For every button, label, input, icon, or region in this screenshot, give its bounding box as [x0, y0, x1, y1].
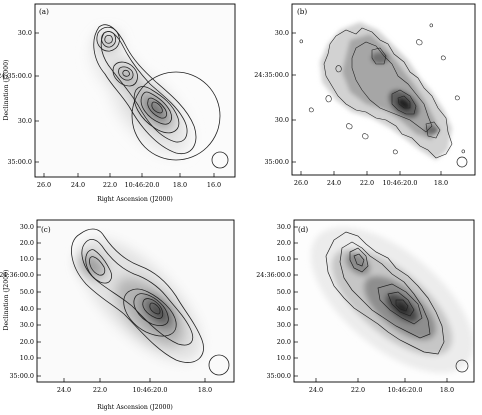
- panel-b-x-tick-label: 24.0: [327, 179, 341, 187]
- panel-d: (d) 24.0 22.0 10:46:20.0 18.0 30.0 20.0 10.0 2…: [256, 219, 475, 394]
- panel-d-y-tick-label: 30.0: [277, 223, 291, 231]
- panel-c: (c) 24.0 22.0 10:46:20.0 18.0 30.0 20.0 10.0 2…: [0, 219, 235, 411]
- panel-d-y-tick-label: 20.0: [277, 338, 291, 346]
- panel-c-y-tick-label: 20.0: [20, 239, 34, 247]
- panel-a-label: (a): [39, 7, 49, 16]
- panel-c-x-tick-label: 24.0: [57, 386, 71, 394]
- panel-a-y-axis-label: Declination (J2000): [3, 60, 10, 121]
- panel-d-x-tick-label: 18.0: [440, 386, 454, 394]
- panel-d-y-tick-label: 10.0: [277, 255, 291, 263]
- panel-c-y-tick-label: 30.0: [20, 321, 34, 329]
- panel-a-y-tick-label: 30.0: [18, 117, 32, 125]
- panel-c-y-tick-label: 10.0: [20, 354, 34, 362]
- panel-d-y-tick-label: 24:36:00.0: [256, 271, 291, 279]
- panel-b-image: [292, 4, 475, 175]
- panel-d-beam-circle: [455, 359, 469, 373]
- panel-b-label: (b): [297, 7, 307, 16]
- panel-a-frame: [34, 3, 236, 178]
- panel-b-y-tick-label: 35:00.0: [264, 158, 289, 166]
- panel-c-y-tick-label: 30.0: [20, 223, 34, 231]
- panel-c-y-tick-label: 50.0: [20, 288, 34, 296]
- panel-b-frame: [291, 3, 476, 176]
- panel-c-label: (c): [41, 225, 51, 234]
- panel-b: (b) 26.0 24.0 22.0 10:46:20.0 18.0 30.0 24:35…: [254, 3, 476, 187]
- panel-a-x-axis-label: Right Ascension (J2000): [97, 196, 173, 203]
- panel-c-x-axis-label: Right Ascension (J2000): [97, 404, 173, 411]
- panel-a-beam-circle: [211, 151, 229, 169]
- panel-b-y-tick-labels: 30.0 24:35:00.0 30.0 35:00.0: [254, 29, 296, 166]
- panel-a-y-tick-label: 24:35:00.0: [0, 72, 32, 80]
- panel-d-y-tick-label: 10.0: [277, 354, 291, 362]
- panel-d-x-tick-label: 22.0: [351, 386, 365, 394]
- panel-d-y-tick-labels: 30.0 20.0 10.0 24:36:00.0 50.0 40.0 30.0 20.0 10…: [256, 223, 298, 380]
- panel-d-label: (d): [298, 225, 308, 234]
- panel-a: (a) 26.0 24.0 22.0 10:46:20.0 18.0 16.0 30.0 2…: [0, 3, 236, 203]
- panel-c-x-tick-label: 18.0: [198, 386, 212, 394]
- panel-a-x-tick-label: 18.0: [173, 181, 187, 189]
- panel-d-x-tick-label: 24.0: [309, 386, 323, 394]
- panel-d-x-tick-labels: 24.0 22.0 10:46:20.0 18.0: [309, 378, 454, 394]
- panel-d-y-tick-label: 30.0: [277, 321, 291, 329]
- panel-a-y-tick-labels: 30.0 24:35:00.0 30.0 35:00.0: [0, 29, 39, 166]
- panel-c-x-tick-labels: 24.0 22.0 10:46:20.0 18.0: [57, 378, 212, 394]
- panel-d-y-tick-label: 20.0: [277, 239, 291, 247]
- panel-b-y-tick-label: 30.0: [275, 29, 289, 37]
- panel-c-frame: [36, 219, 235, 383]
- panel-a-aperture-circle: [131, 71, 221, 161]
- panel-b-x-tick-label: 26.0: [294, 179, 308, 187]
- panel-d-y-tick-label: 50.0: [277, 288, 291, 296]
- panel-b-x-tick-label: 10:46:20.0: [383, 179, 418, 187]
- panel-c-y-tick-label: 24:36:00.0: [0, 271, 34, 279]
- panel-a-x-tick-label: 26.0: [37, 181, 51, 189]
- panel-d-image: [294, 220, 474, 382]
- panel-c-y-tick-label: 10.0: [20, 255, 34, 263]
- panel-b-contours: [299, 23, 465, 159]
- panel-c-y-tick-label: 20.0: [20, 338, 34, 346]
- panel-c-y-tick-label: 40.0: [20, 305, 34, 313]
- panel-d-frame: [293, 219, 475, 383]
- panel-c-contours: [71, 228, 204, 363]
- panel-a-image: [35, 4, 235, 177]
- panel-c-y-axis-label: Declination (J2000): [3, 270, 10, 331]
- panel-d-y-tick-label: 40.0: [277, 305, 291, 313]
- panel-d-contours: [325, 231, 445, 355]
- panel-c-y-tick-label: 35:00.0: [9, 372, 34, 380]
- panel-a-x-tick-label: 16.0: [207, 181, 221, 189]
- panel-b-x-tick-label: 18.0: [434, 179, 448, 187]
- panel-a-x-tick-labels: 26.0 24.0 22.0 10:46:20.0 18.0 16.0: [37, 173, 221, 189]
- panel-b-beam-circle: [456, 156, 468, 168]
- panel-b-y-tick-label: 30.0: [275, 116, 289, 124]
- panel-b-y-tick-label: 24:35:00.0: [254, 71, 289, 79]
- panel-d-y-tick-label: 35:00.0: [266, 372, 291, 380]
- panel-c-y-tick-labels: 30.0 20.0 10.0 24:36:00.0 50.0 40.0 30.0 20.0 10…: [0, 223, 41, 380]
- panel-c-image: [37, 220, 234, 382]
- panel-c-x-tick-label: 22.0: [93, 386, 107, 394]
- panel-a-contours: [93, 24, 197, 155]
- panel-a-x-tick-label: 22.0: [103, 181, 117, 189]
- panel-b-x-tick-labels: 26.0 24.0 22.0 10:46:20.0 18.0: [294, 171, 448, 187]
- panel-c-beam-circle: [208, 354, 230, 376]
- panel-a-x-tick-label: 10:46:20.0: [125, 181, 160, 189]
- panel-d-x-tick-label: 10:46:20.0: [388, 386, 423, 394]
- panel-a-y-tick-label: 35:00.0: [7, 158, 32, 166]
- panel-c-x-tick-label: 10:46:20.0: [133, 386, 168, 394]
- panel-a-x-tick-label: 24.0: [71, 181, 85, 189]
- panel-a-y-tick-label: 30.0: [18, 29, 32, 37]
- panel-b-x-tick-label: 22.0: [360, 179, 374, 187]
